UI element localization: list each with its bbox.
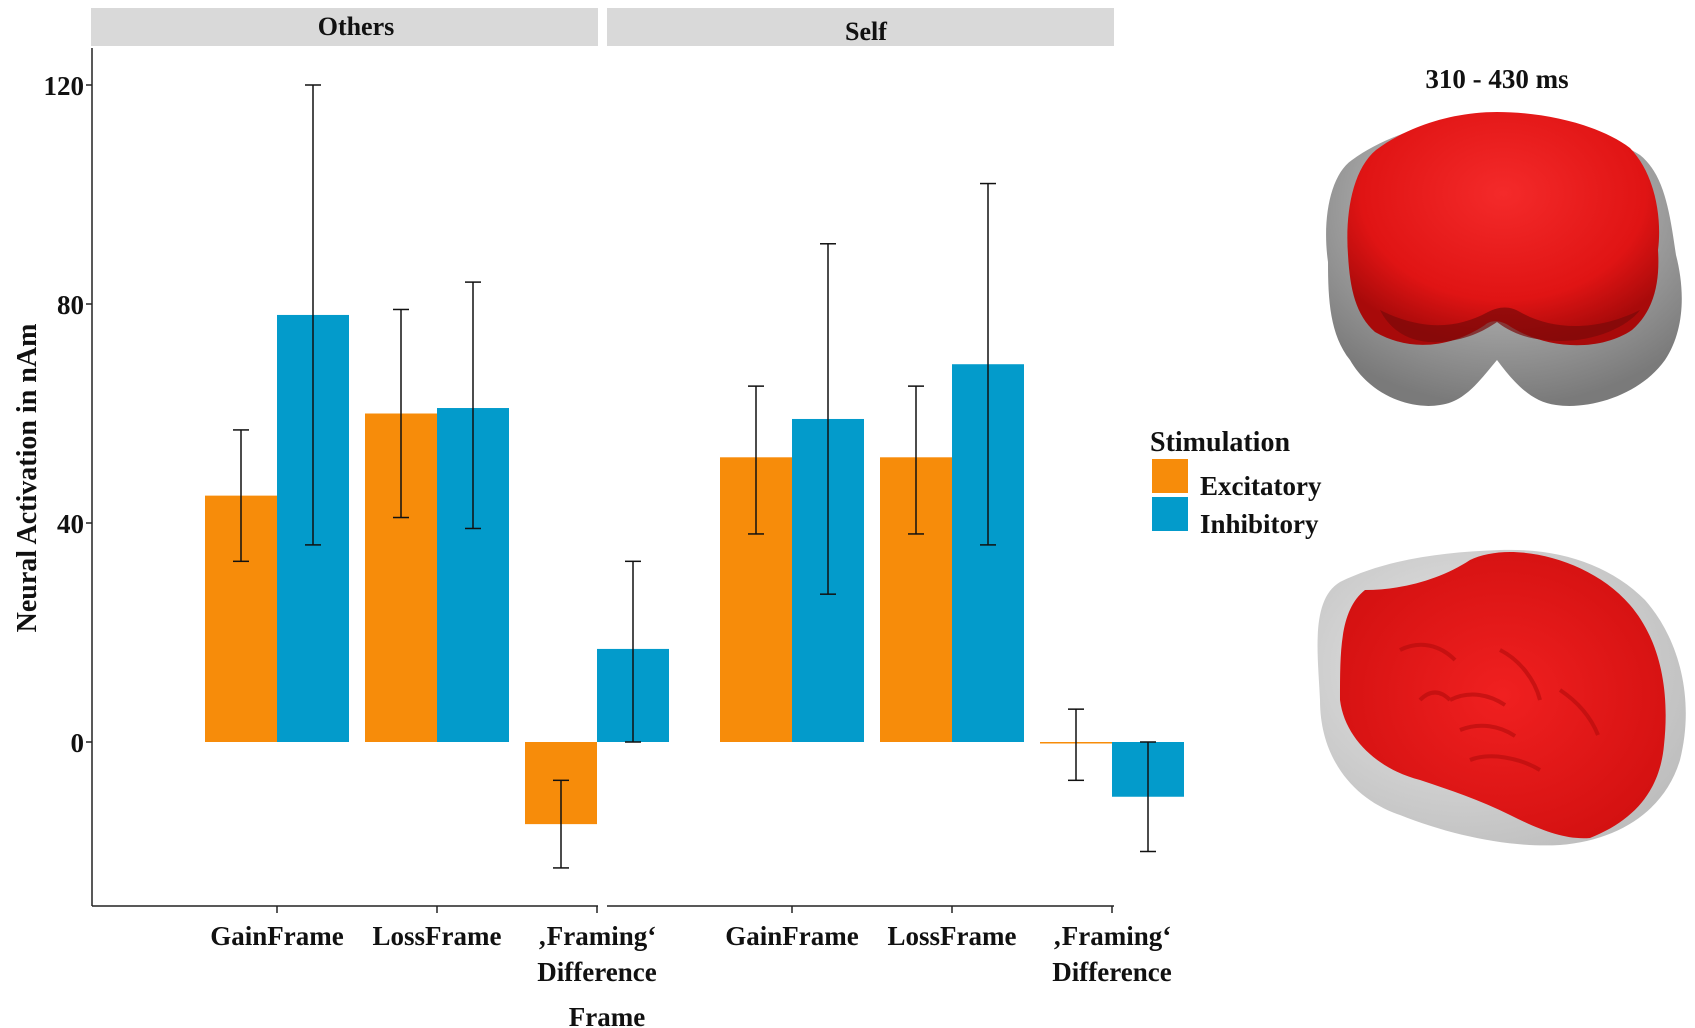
x-tick-label: LossFrame [888, 921, 1017, 951]
y-tick-label: 120 [44, 71, 85, 101]
time-window-label: 310 - 430 ms [1425, 64, 1568, 94]
brain-top-view [1317, 549, 1686, 846]
error-bar [748, 385, 764, 535]
brain-frontal-view [1326, 112, 1682, 406]
error-bar [980, 182, 996, 546]
x-tick-label: GainFrame [210, 921, 343, 951]
legend-swatch-excitatory [1152, 459, 1188, 493]
legend-label-inhibitory: Inhibitory [1200, 509, 1319, 539]
error-bar [465, 281, 481, 530]
legend-title: Stimulation [1150, 427, 1290, 458]
legend: Stimulation Excitatory Inhibitory [1150, 427, 1322, 539]
x-tick-label: GainFrame [725, 921, 858, 951]
x-tick-label: ‚Framing‘ Difference [537, 921, 656, 987]
error-bar [625, 560, 641, 743]
y-tick-label: 40 [57, 509, 84, 539]
y-axis-title: Neural Activation in nAm [12, 324, 43, 633]
error-bar [820, 243, 836, 595]
facet-label-others: Others [318, 12, 395, 41]
x-tick-label: LossFrame [373, 921, 502, 951]
error-bar [305, 84, 321, 546]
error-bar [1140, 741, 1156, 853]
y-tick-label: 80 [57, 290, 84, 320]
facet-strip-others [91, 8, 598, 46]
error-bar [553, 779, 569, 869]
facet-strip-self [607, 8, 1114, 46]
error-bar [233, 429, 249, 563]
error-bar [908, 385, 924, 535]
facet-label-self: Self [845, 17, 887, 46]
legend-swatch-inhibitory [1152, 497, 1188, 531]
error-bar [393, 308, 409, 519]
x-tick-label: ‚Framing‘ Difference [1052, 921, 1171, 987]
legend-label-excitatory: Excitatory [1200, 471, 1322, 501]
x-axis-title: Frame [569, 1002, 645, 1028]
error-bar [1068, 708, 1084, 782]
y-tick-label: 0 [71, 728, 85, 758]
